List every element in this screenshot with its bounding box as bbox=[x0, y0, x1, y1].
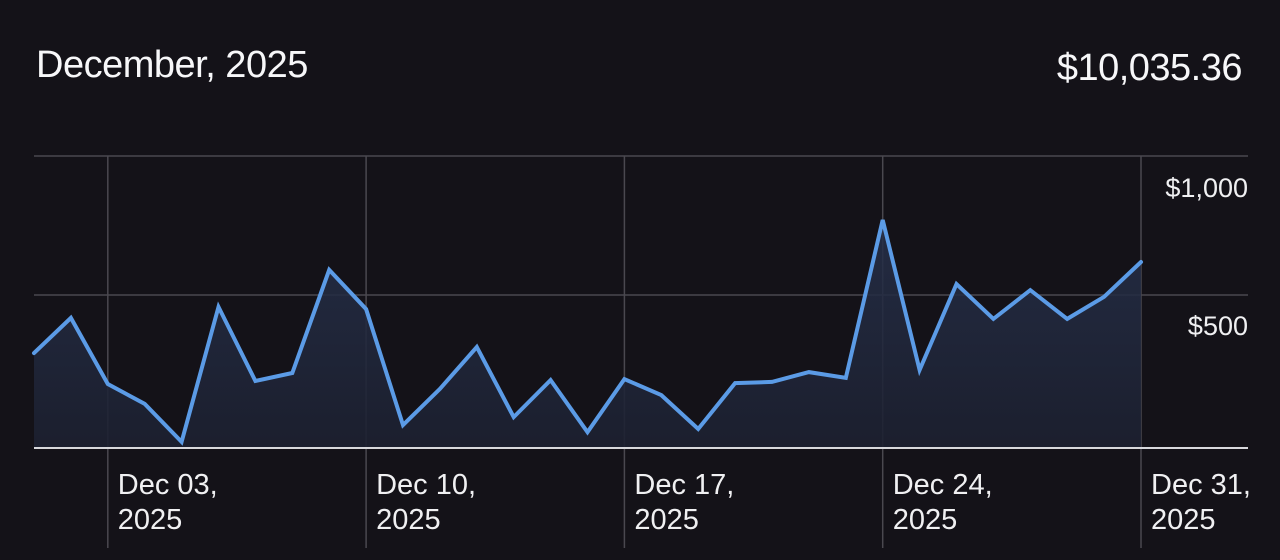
x-tick-label: Dec 31, bbox=[1151, 469, 1251, 501]
x-tick-label: 2025 bbox=[893, 504, 958, 536]
x-tick-label: 2025 bbox=[376, 504, 441, 536]
x-tick-label: Dec 03, bbox=[118, 469, 218, 501]
y-tick-label: $1,000 bbox=[1165, 173, 1248, 203]
x-tick-label: Dec 24, bbox=[893, 469, 993, 501]
x-tick-label: 2025 bbox=[118, 504, 183, 536]
y-tick-label: $500 bbox=[1188, 311, 1248, 341]
x-tick-label: Dec 17, bbox=[634, 469, 734, 501]
area-fill bbox=[34, 220, 1141, 448]
x-tick-label: 2025 bbox=[634, 504, 699, 536]
x-tick-label: 2025 bbox=[1151, 504, 1216, 536]
month-total: $10,035.36 bbox=[1056, 47, 1243, 89]
spend-line bbox=[32, 219, 1143, 446]
chart-title: December, 2025 bbox=[36, 44, 308, 86]
x-tick-label: Dec 10, bbox=[376, 469, 476, 501]
